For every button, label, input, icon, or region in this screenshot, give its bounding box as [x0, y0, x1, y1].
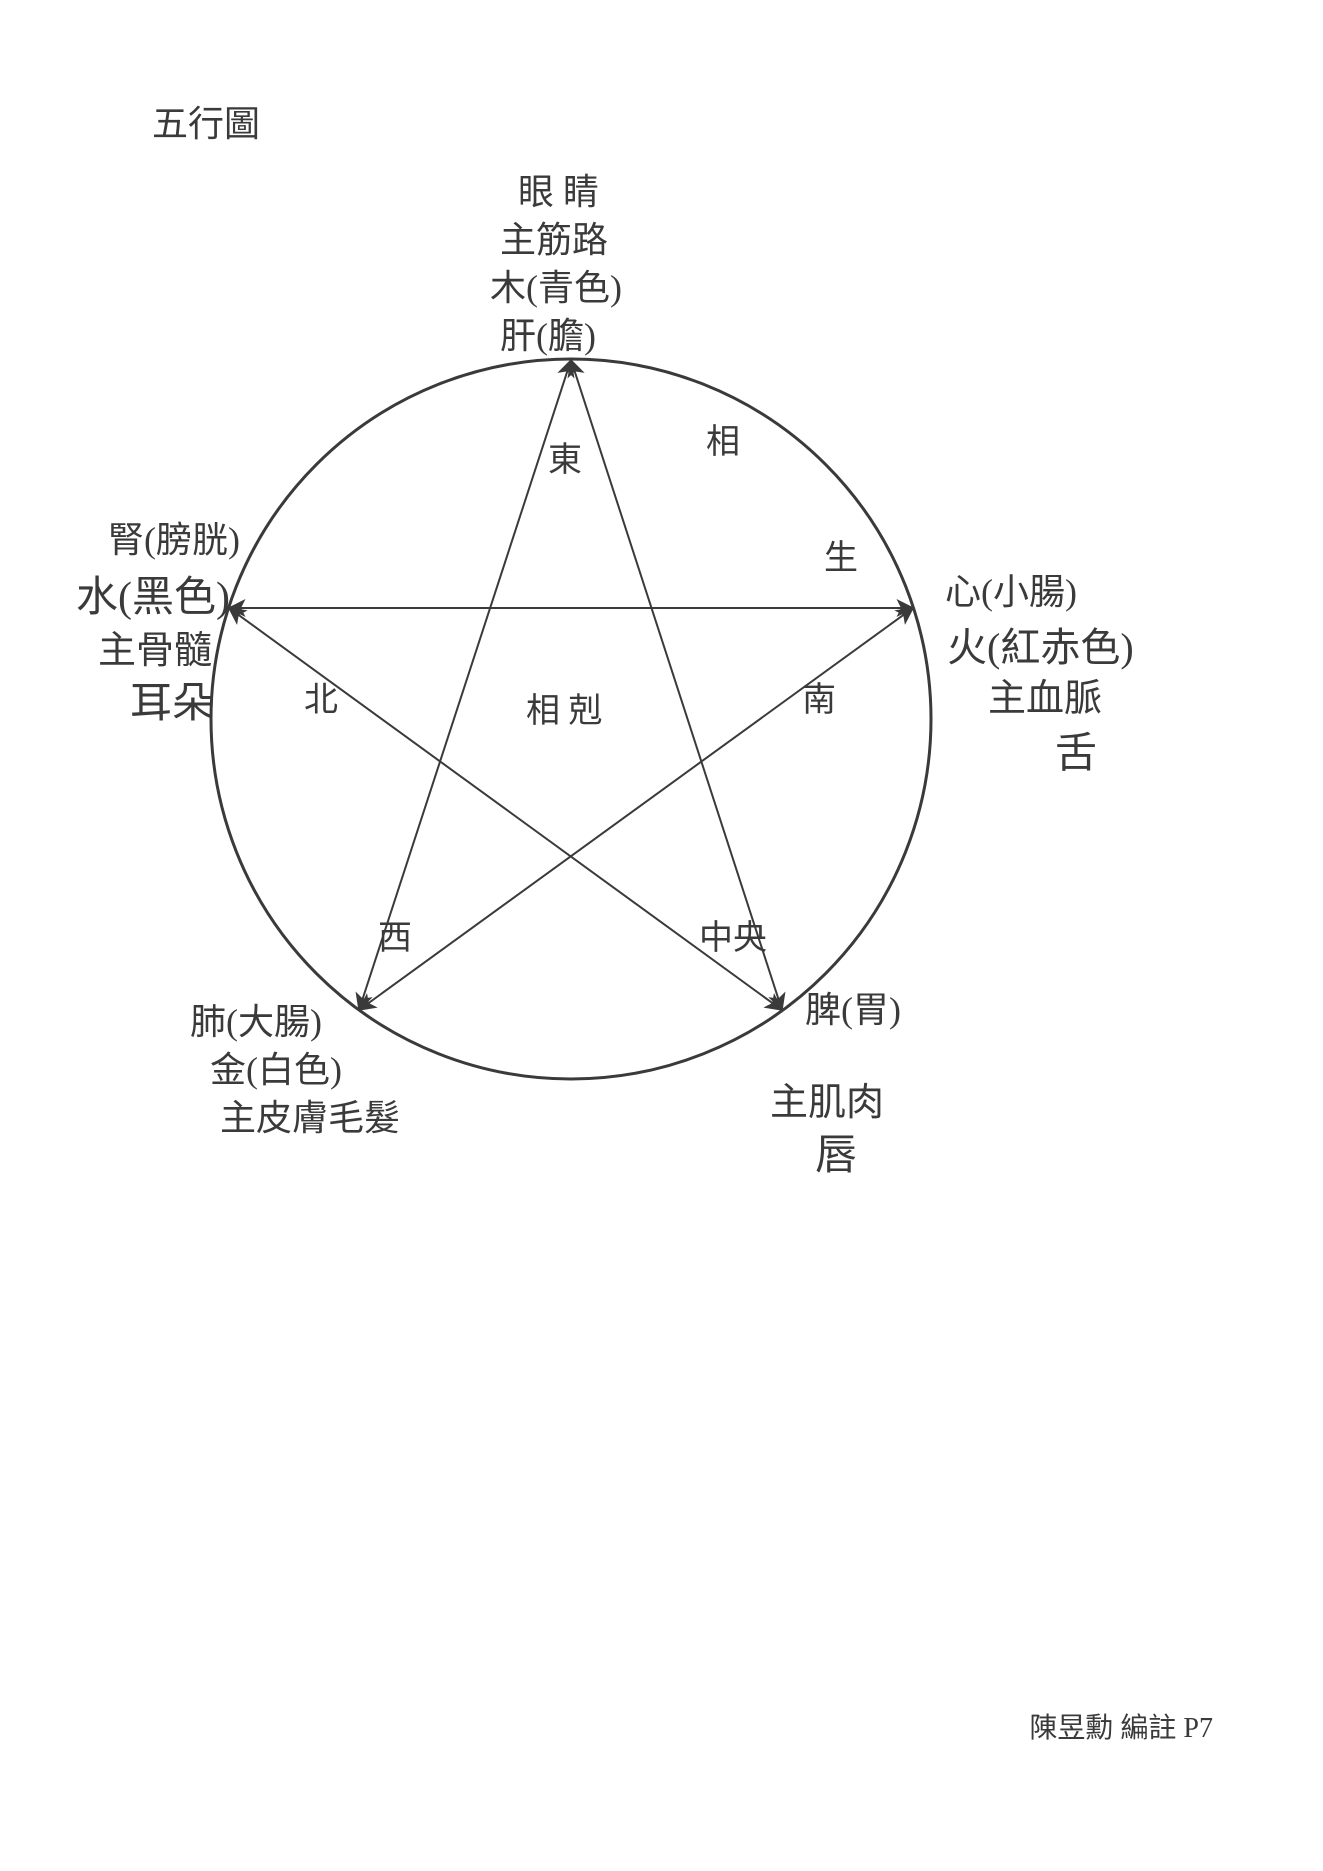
node-water-line-2: 主骨髓 — [98, 628, 212, 676]
page-root: 五行圖 相 剋相生東眼 睛主筋路木(青色)肝(膽)南心(小腸)火(紅赤色)主血脈… — [0, 0, 1323, 1871]
page-footer: 陳昱勳 編註 P7 — [1029, 1711, 1213, 1746]
generating-label-1: 相 — [706, 422, 740, 465]
node-earth-line-0: 脾(胃) — [805, 988, 901, 1033]
node-wood-line-2: 木(青色) — [490, 266, 622, 311]
node-metal-line-0: 肺(大腸) — [190, 1000, 322, 1045]
node-fire-line-1: 火(紅赤色) — [947, 623, 1134, 673]
node-metal-line-2: 主皮膚毛髮 — [220, 1096, 400, 1141]
direction-metal: 西 — [378, 918, 412, 961]
node-water-line-3: 耳朵 — [130, 678, 214, 731]
direction-water: 北 — [304, 680, 338, 723]
direction-fire: 南 — [802, 680, 836, 723]
edge-metal-wood — [359, 360, 571, 1010]
node-wood-line-3: 肝(膽) — [500, 314, 596, 359]
node-metal-line-1: 金(白色) — [210, 1048, 342, 1093]
node-earth-line-2: 唇 — [815, 1130, 857, 1183]
center-label: 相 剋 — [526, 691, 603, 734]
node-wood-line-1: 主筋路 — [500, 218, 608, 263]
node-water-line-0: 腎(膀胱) — [108, 518, 240, 563]
node-water-line-1: 水(黑色) — [76, 572, 230, 625]
node-wood-line-0: 眼 睛 — [518, 170, 599, 215]
edge-fire-metal — [359, 608, 913, 1010]
edge-wood-earth — [571, 360, 782, 1010]
generating-label-2: 生 — [824, 538, 858, 581]
direction-earth: 中央 — [699, 918, 767, 961]
node-earth-line-1: 主肌肉 — [770, 1080, 884, 1128]
five-elements-diagram — [0, 0, 1323, 1871]
node-fire-line-2: 主血脈 — [988, 676, 1102, 724]
node-fire-line-0: 心(小腸) — [945, 570, 1077, 615]
direction-wood: 東 — [548, 440, 582, 483]
node-fire-line-3: 舌 — [1055, 728, 1097, 781]
